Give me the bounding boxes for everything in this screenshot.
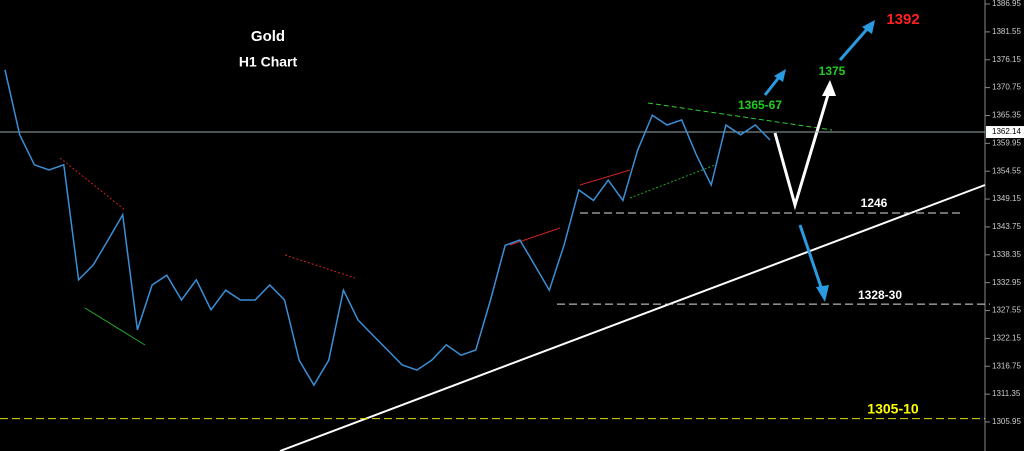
- pattern-line: [59, 157, 126, 211]
- y-tick-label: 1376.15: [992, 55, 1021, 64]
- scenario-arrow: [798, 224, 824, 291]
- pattern-line: [629, 164, 716, 199]
- pattern-line: [84, 307, 146, 346]
- chart-subtitle: H1 Chart: [239, 54, 298, 70]
- pattern-line: [284, 254, 356, 279]
- scenario-arrow: [838, 27, 870, 61]
- y-tick-label: 1386.95: [992, 0, 1021, 8]
- pattern-line: [579, 169, 631, 186]
- y-tick-label: 1349.15: [992, 194, 1021, 203]
- current-price-label: 1362.14: [992, 127, 1021, 136]
- arrow-head: [862, 20, 875, 34]
- annotation: 1328-30: [858, 288, 902, 302]
- scenario-arrow: [763, 75, 782, 96]
- annotation: 1375: [819, 64, 846, 78]
- y-tick-label: 1359.95: [992, 138, 1021, 147]
- pattern-line: [509, 227, 561, 246]
- y-tick-label: 1305.95: [992, 417, 1021, 426]
- y-tick-label: 1381.55: [992, 27, 1021, 36]
- trendline: [279, 184, 986, 451]
- annotation: 1305-10: [867, 401, 919, 417]
- price-line: [4, 69, 771, 387]
- y-tick-label: 1316.75: [992, 361, 1021, 370]
- drawings: [59, 20, 986, 451]
- arrow-head: [774, 69, 786, 82]
- y-tick-label: 1338.35: [992, 250, 1021, 259]
- y-tick-label: 1365.35: [992, 111, 1021, 120]
- y-tick-label: 1322.15: [992, 334, 1021, 343]
- annotation: 1365-67: [738, 98, 782, 112]
- price-box: [986, 126, 1024, 139]
- arrow-head: [822, 80, 836, 96]
- y-tick-label: 1354.55: [992, 166, 1021, 175]
- scenario-arrow: [773, 87, 832, 211]
- y-tick-label: 1311.35: [992, 389, 1021, 398]
- y-tick-label: 1343.75: [992, 222, 1021, 231]
- arrow-head: [816, 285, 829, 302]
- y-tick-label: 1327.55: [992, 306, 1021, 315]
- resistance-line: [647, 102, 833, 131]
- y-tick-label: 1332.95: [992, 278, 1021, 287]
- chart-title: Gold: [251, 28, 285, 45]
- annotation: 1246: [861, 196, 888, 210]
- y-tick-label: 1370.75: [992, 83, 1021, 92]
- annotation: 1392: [886, 11, 919, 28]
